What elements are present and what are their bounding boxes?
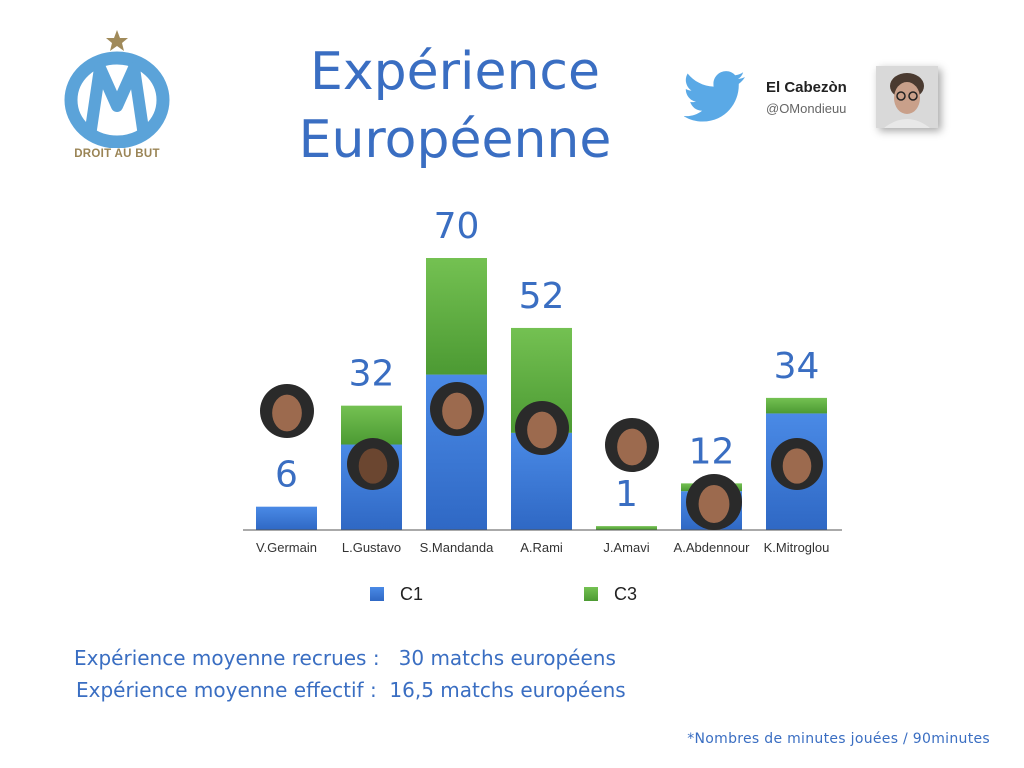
club-motto: DROIT AU BUT xyxy=(74,148,160,160)
author-avatar xyxy=(876,66,938,128)
om-club-crest-icon xyxy=(64,30,170,149)
data-label: 32 xyxy=(349,354,395,395)
average-recruits-note: Expérience moyenne recrues : 30 matchs e… xyxy=(74,646,616,670)
data-label: 12 xyxy=(689,431,735,472)
bar-c3-s-mandanda xyxy=(426,258,487,375)
title-line-2: Européenne xyxy=(298,110,612,170)
x-tick-label: K.Mitroglou xyxy=(764,540,830,555)
data-label: 52 xyxy=(519,276,565,317)
legend-swatch-c1 xyxy=(370,587,384,601)
x-tick-label: A.Rami xyxy=(520,540,563,555)
data-label: 6 xyxy=(275,455,298,496)
x-tick-label: J.Amavi xyxy=(603,540,649,555)
average-squad-note: Expérience moyenne effectif : 16,5 match… xyxy=(76,678,626,702)
bar-chart: 6 V.Germain 32 L.Gustavo 70 S.Mandanda 52 A.Ram… xyxy=(243,206,842,604)
title-line-1: Expérience xyxy=(310,42,600,102)
player-face xyxy=(358,448,388,484)
twitter-bird-icon xyxy=(684,71,745,122)
x-tick-label: V.Germain xyxy=(256,540,317,555)
legend-label-c3: C3 xyxy=(614,584,637,604)
x-tick-label: L.Gustavo xyxy=(342,540,401,555)
x-tick-label: S.Mandanda xyxy=(420,540,494,555)
player-face xyxy=(617,428,647,466)
player-face xyxy=(527,411,557,449)
legend-label-c1: C1 xyxy=(400,584,423,604)
data-label: 1 xyxy=(615,474,638,515)
bar-c3-j-amavi xyxy=(596,526,657,530)
data-label: 34 xyxy=(774,346,820,387)
bar-c3-l-gustavo xyxy=(341,405,402,445)
legend-swatch-c3 xyxy=(584,587,598,601)
page-title: Expérience Européenne xyxy=(240,38,670,174)
player-face xyxy=(442,392,472,430)
x-tick-label: A.Abdennour xyxy=(674,540,751,555)
bar-c1-v-germain xyxy=(256,506,317,530)
author-handle: @OMondieuu xyxy=(766,101,847,116)
author-name: El Cabezòn xyxy=(766,79,847,96)
bar-c3-k-mitroglou xyxy=(766,397,827,414)
club-logo: DROIT AU BUT xyxy=(62,28,172,168)
player-face xyxy=(698,484,730,524)
player-face xyxy=(782,448,812,484)
data-label: 70 xyxy=(434,206,480,247)
player-face xyxy=(272,394,302,432)
footnote: *Nombres de minutes jouées / 90minutes xyxy=(687,731,990,747)
